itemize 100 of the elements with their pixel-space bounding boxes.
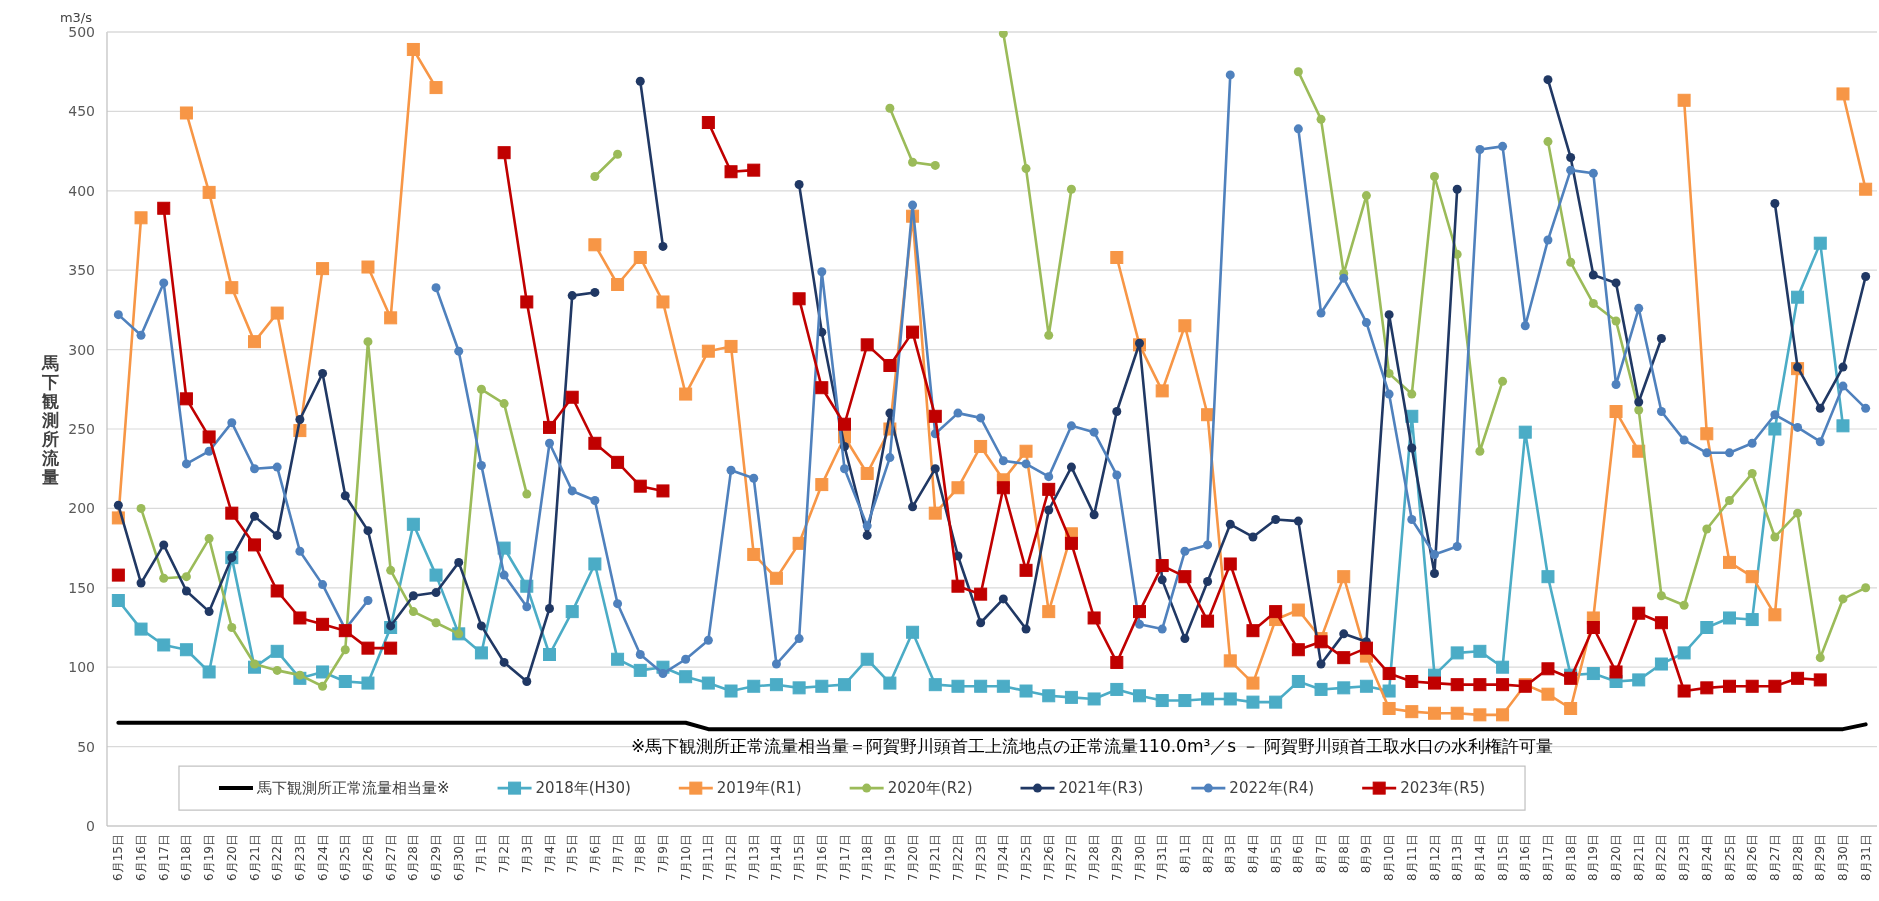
legend-label: 2021年(R3) bbox=[1058, 779, 1144, 798]
x-tick-label: 8月1日 bbox=[1177, 834, 1192, 874]
point bbox=[1044, 330, 1054, 340]
x-tick-label: 8月27日 bbox=[1767, 834, 1782, 881]
x-tick-label: 8月26日 bbox=[1745, 834, 1760, 881]
x-tick-label: 8月4日 bbox=[1245, 834, 1260, 874]
x-tick-label: 8月19日 bbox=[1586, 834, 1601, 881]
point bbox=[998, 31, 1008, 39]
x-tick-label: 8月30日 bbox=[1835, 834, 1850, 881]
x-tick-label: 6月16日 bbox=[134, 834, 149, 881]
point bbox=[1815, 653, 1825, 663]
x-tick-label: 7月16日 bbox=[814, 834, 829, 881]
x-tick-label: 6月24日 bbox=[315, 834, 330, 881]
x-tick-label: 8月20日 bbox=[1609, 834, 1624, 881]
x-tick-label: 8月10日 bbox=[1382, 834, 1397, 881]
x-tick-label: 7月22日 bbox=[950, 834, 965, 881]
x-tick-label: 6月25日 bbox=[338, 834, 353, 881]
point bbox=[1316, 114, 1326, 124]
x-tick-label: 7月1日 bbox=[474, 834, 489, 874]
x-tick-label: 7月18日 bbox=[860, 834, 875, 881]
point bbox=[1861, 583, 1871, 593]
point bbox=[1793, 508, 1803, 518]
point bbox=[476, 384, 486, 394]
x-tick-label: 8月28日 bbox=[1790, 834, 1805, 881]
x-tick-label: 7月31日 bbox=[1155, 834, 1170, 881]
x-tick-label: 8月13日 bbox=[1450, 834, 1465, 881]
point bbox=[908, 157, 918, 167]
x-tick-label: 7月29日 bbox=[1109, 834, 1124, 881]
x-tick-label: 6月28日 bbox=[406, 834, 421, 881]
x-tick-label: 6月22日 bbox=[270, 834, 285, 881]
point bbox=[1702, 524, 1712, 534]
y-tick-label: 150 bbox=[68, 579, 95, 596]
point bbox=[1770, 532, 1780, 542]
point bbox=[1293, 67, 1303, 77]
x-tick-label: 7月5日 bbox=[565, 834, 580, 874]
point bbox=[340, 645, 350, 655]
point bbox=[1430, 172, 1439, 182]
x-tick-label: 8月8日 bbox=[1336, 834, 1351, 874]
y-tick-label: 50 bbox=[77, 738, 95, 755]
point bbox=[1838, 594, 1848, 604]
x-tick-label: 8月16日 bbox=[1518, 834, 1533, 881]
point bbox=[363, 337, 373, 347]
point bbox=[136, 503, 146, 513]
x-tick-label: 7月30日 bbox=[1132, 834, 1147, 881]
x-tick-label: 8月12日 bbox=[1427, 834, 1442, 881]
x-tick-label: 7月27日 bbox=[1064, 834, 1079, 881]
point bbox=[1021, 164, 1031, 174]
point bbox=[1588, 299, 1598, 309]
x-tick-label: 7月8日 bbox=[633, 834, 648, 874]
annotation: ※馬下観測所正常流量相当量＝阿賀野川頭首工上流地点の正常流量110.0m³／s － 阿賀野川頭首工取水口の水利権許可量 bbox=[631, 736, 1553, 756]
y-tick-label: 450 bbox=[68, 103, 95, 120]
x-tick-label: 8月31日 bbox=[1858, 834, 1873, 881]
point bbox=[1498, 376, 1508, 386]
point bbox=[1725, 495, 1734, 505]
point bbox=[1656, 591, 1666, 601]
x-tick-label: 8月2日 bbox=[1200, 834, 1215, 874]
point bbox=[1679, 600, 1689, 610]
x-tick-label: 8月11日 bbox=[1404, 834, 1419, 881]
x-tick-label: 7月9日 bbox=[655, 834, 670, 874]
x-tick-label: 7月12日 bbox=[724, 834, 739, 881]
point bbox=[295, 670, 305, 680]
point bbox=[1407, 389, 1417, 399]
x-tick-label: 6月18日 bbox=[179, 834, 194, 881]
x-tick-label: 8月9日 bbox=[1359, 834, 1374, 874]
legend-label: 2022年(R4) bbox=[1229, 779, 1315, 798]
x-tick-label: 7月24日 bbox=[996, 834, 1011, 881]
x-tick-label: 8月3日 bbox=[1223, 834, 1238, 874]
x-tick-label: 8月6日 bbox=[1291, 834, 1306, 874]
x-tick-label: 6月15日 bbox=[111, 834, 126, 881]
x-tick-label: 7月14日 bbox=[769, 834, 784, 881]
x-tick-label: 7月11日 bbox=[701, 834, 716, 881]
point bbox=[386, 565, 396, 575]
y-tick-label: 0 bbox=[86, 818, 95, 834]
point bbox=[1543, 137, 1553, 147]
text: m3/s bbox=[59, 10, 93, 25]
legend-label: 2019年(R1) bbox=[716, 779, 802, 798]
legend-label: 2023年(R5) bbox=[1400, 779, 1486, 798]
x-tick-label: 8月17日 bbox=[1540, 834, 1555, 881]
x-tick-label: 8月25日 bbox=[1722, 834, 1737, 881]
x-tick-label: 7月17日 bbox=[837, 834, 852, 881]
x-tick-label: 6月26日 bbox=[360, 834, 375, 881]
x-tick-label: 7月28日 bbox=[1087, 834, 1102, 881]
point bbox=[431, 618, 441, 628]
x-tick-label: 8月7日 bbox=[1314, 834, 1329, 874]
x-tick-label: 7月3日 bbox=[519, 834, 534, 874]
x-tick-label: 6月27日 bbox=[383, 834, 398, 881]
y-tick-label: 400 bbox=[68, 182, 95, 199]
x-tick-label: 6月20日 bbox=[224, 834, 239, 881]
point bbox=[1611, 316, 1621, 326]
x-tick-label: 8月21日 bbox=[1631, 834, 1646, 881]
point bbox=[159, 573, 169, 583]
x-tick-label: 7月21日 bbox=[928, 834, 943, 881]
y-tick-label: 300 bbox=[68, 341, 95, 358]
x-tick-label: 7月19日 bbox=[882, 834, 897, 881]
point bbox=[1566, 257, 1576, 267]
y-tick-label: 500 bbox=[68, 24, 95, 40]
y-axis-title: 馬下観測所流量 bbox=[40, 353, 60, 487]
point bbox=[499, 399, 509, 409]
point bbox=[227, 623, 237, 632]
x-tick-label: 8月18日 bbox=[1563, 834, 1578, 881]
